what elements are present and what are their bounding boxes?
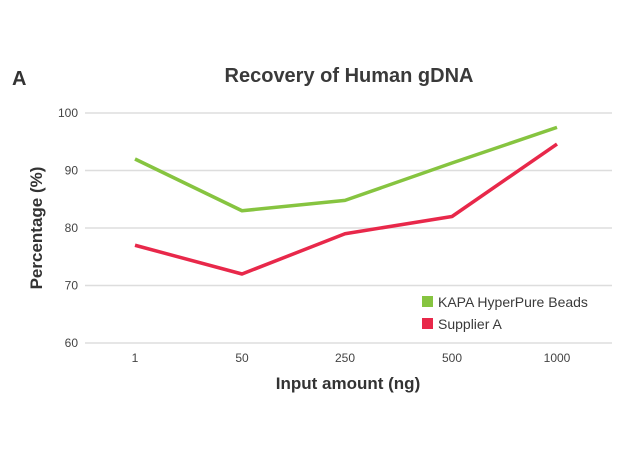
y-tick-label: 90 — [65, 164, 79, 178]
y-axis-label: Percentage (%) — [27, 167, 46, 290]
series-line-1 — [134, 125, 558, 213]
x-tick-label: 250 — [335, 351, 355, 365]
x-axis-label: Input amount (ng) — [276, 374, 420, 393]
y-tick-label: 70 — [65, 279, 79, 293]
x-tick-label: 1000 — [544, 351, 571, 365]
legend-swatch — [422, 296, 433, 307]
legend-label: KAPA HyperPure Beads — [438, 294, 588, 310]
y-tick-label: 60 — [65, 336, 79, 350]
series-line-2 — [134, 142, 558, 276]
x-tick-label: 1 — [132, 351, 139, 365]
x-tick-label: 50 — [235, 351, 249, 365]
legend-label: Supplier A — [438, 316, 502, 332]
y-tick-label: 80 — [65, 221, 79, 235]
panel-label: A — [12, 68, 26, 90]
y-tick-label: 100 — [58, 106, 78, 120]
legend-swatch — [422, 318, 433, 329]
chart-title: Recovery of Human gDNA — [225, 65, 474, 87]
x-tick-label: 500 — [442, 351, 462, 365]
